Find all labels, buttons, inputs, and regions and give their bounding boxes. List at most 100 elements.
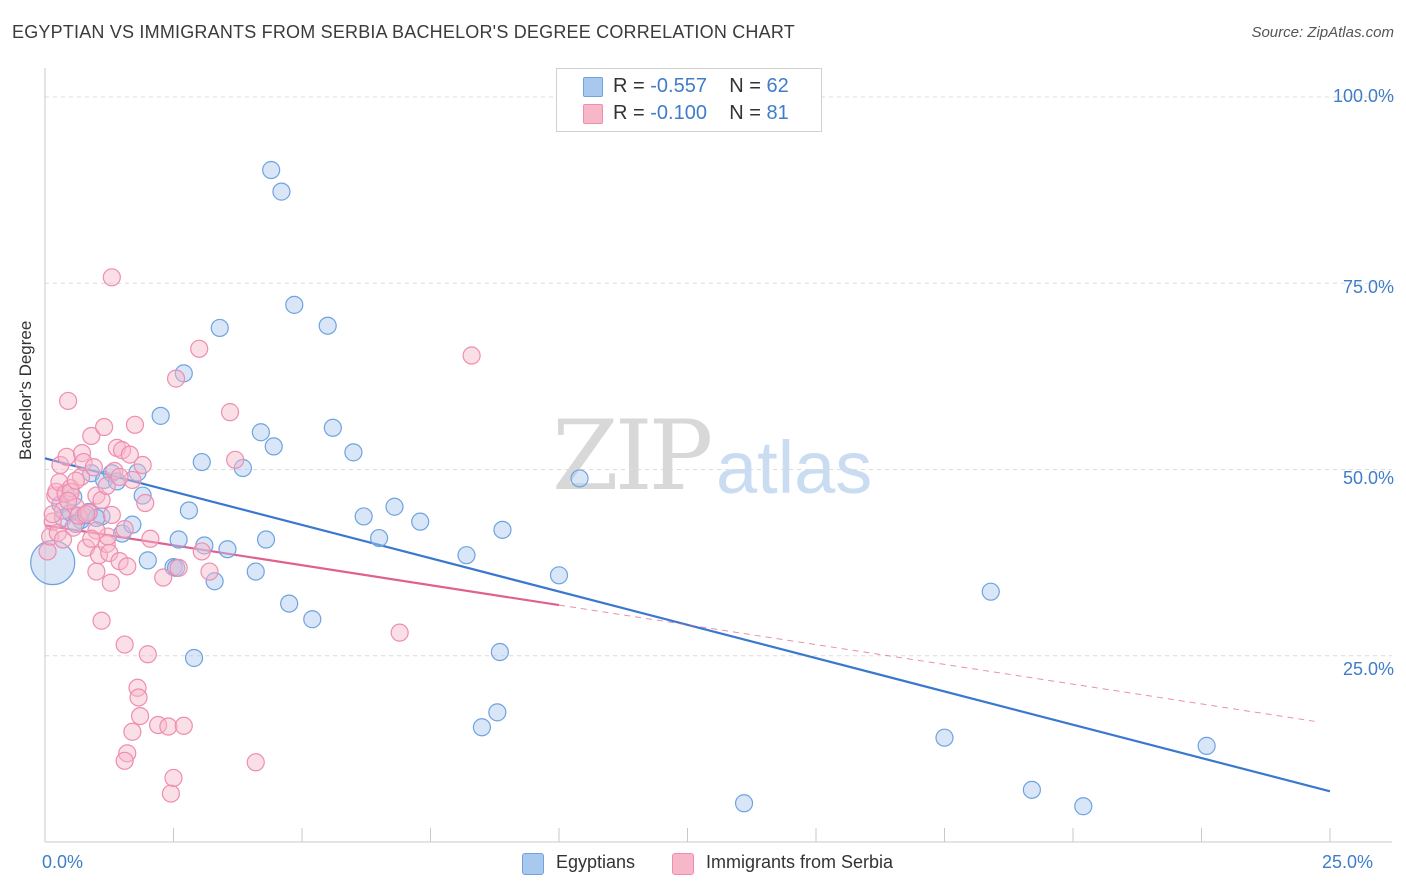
data-point	[118, 557, 137, 576]
data-point	[1074, 797, 1093, 816]
data-point	[218, 540, 237, 559]
data-points	[30, 160, 1216, 816]
data-point	[303, 610, 322, 629]
data-point	[66, 471, 85, 490]
data-point	[174, 716, 193, 735]
source-label: Source: ZipAtlas.com	[1251, 24, 1394, 41]
legend-swatch	[672, 853, 694, 875]
data-point	[205, 572, 224, 591]
data-point	[115, 751, 134, 770]
data-point	[138, 645, 157, 664]
data-point	[128, 678, 147, 697]
y-tick-label: 25.0%	[1342, 659, 1394, 679]
data-point	[97, 476, 116, 495]
chart-title: EGYPTIAN VS IMMIGRANTS FROM SERBIA BACHE…	[12, 22, 795, 42]
data-point	[92, 490, 111, 510]
legend-swatch	[583, 77, 603, 97]
data-point	[354, 507, 373, 526]
data-point	[570, 469, 589, 488]
data-point	[246, 753, 265, 772]
data-point	[472, 718, 491, 737]
data-point	[101, 573, 120, 592]
data-point	[102, 505, 121, 525]
axes	[44, 68, 1392, 843]
data-point	[318, 316, 337, 335]
data-point	[200, 562, 219, 581]
data-point	[159, 717, 178, 736]
data-point	[210, 318, 229, 338]
data-point	[53, 530, 73, 549]
data-point	[1022, 780, 1041, 799]
legend-swatch	[522, 853, 544, 875]
data-point	[82, 426, 101, 446]
data-point	[59, 391, 78, 411]
data-point	[164, 768, 183, 788]
data-point	[30, 540, 76, 586]
trend-line	[44, 524, 560, 607]
data-point	[280, 594, 299, 613]
data-point	[102, 268, 121, 287]
data-point	[57, 447, 76, 466]
data-point	[462, 346, 481, 365]
data-point	[220, 403, 240, 422]
data-point	[256, 530, 276, 549]
data-point	[370, 528, 389, 548]
data-point	[38, 542, 57, 561]
y-tick-label: 100.0%	[1332, 86, 1394, 106]
data-point	[120, 445, 139, 464]
data-point	[285, 295, 304, 314]
x-tick-label: 25.0%	[1322, 852, 1374, 872]
data-point	[87, 562, 106, 581]
data-point	[192, 542, 211, 561]
data-point	[935, 728, 954, 747]
data-point	[82, 529, 101, 548]
data-point	[390, 623, 409, 642]
data-point	[138, 551, 157, 570]
legend-text: R = -0.100 N = 81	[613, 102, 789, 124]
data-point	[166, 369, 186, 388]
data-point	[115, 519, 134, 539]
data-point	[226, 450, 245, 469]
data-point	[59, 491, 78, 510]
data-point	[490, 642, 509, 662]
data-point	[43, 505, 62, 524]
data-point	[169, 530, 188, 549]
data-point	[169, 558, 188, 577]
data-point	[246, 562, 265, 581]
watermark-zip: ZIP	[552, 400, 713, 512]
data-point	[105, 461, 124, 481]
trend-line	[44, 457, 1331, 793]
data-point	[549, 566, 569, 585]
data-point	[323, 418, 342, 437]
data-point	[110, 467, 129, 487]
y-tick-label: 50.0%	[1342, 468, 1394, 488]
data-point	[192, 452, 211, 472]
data-point	[493, 520, 512, 539]
data-point	[161, 784, 181, 803]
x-tick-label: 0.0%	[42, 852, 84, 872]
y-axis-label: Bachelor's Degree	[16, 320, 35, 460]
correlation-legend: R = -0.557 N = 62 R = -0.100 N = 81	[556, 68, 822, 132]
data-point	[154, 568, 173, 587]
data-point	[77, 505, 96, 524]
data-point	[133, 486, 152, 505]
data-point	[411, 512, 430, 531]
data-point	[115, 635, 134, 654]
data-point	[84, 458, 103, 477]
data-point	[130, 706, 150, 726]
data-point	[190, 339, 209, 358]
data-point	[488, 703, 507, 722]
y-tick-label: 75.0%	[1342, 277, 1394, 297]
data-point	[272, 182, 291, 201]
data-point	[141, 529, 160, 548]
data-point	[123, 722, 142, 741]
data-point	[92, 611, 111, 630]
data-point	[344, 443, 363, 462]
data-point	[69, 506, 88, 525]
trend-lines	[44, 457, 1331, 793]
data-point	[136, 493, 155, 513]
data-point	[118, 744, 137, 763]
data-point	[981, 582, 1000, 601]
data-point	[95, 417, 114, 437]
data-point	[129, 688, 148, 707]
